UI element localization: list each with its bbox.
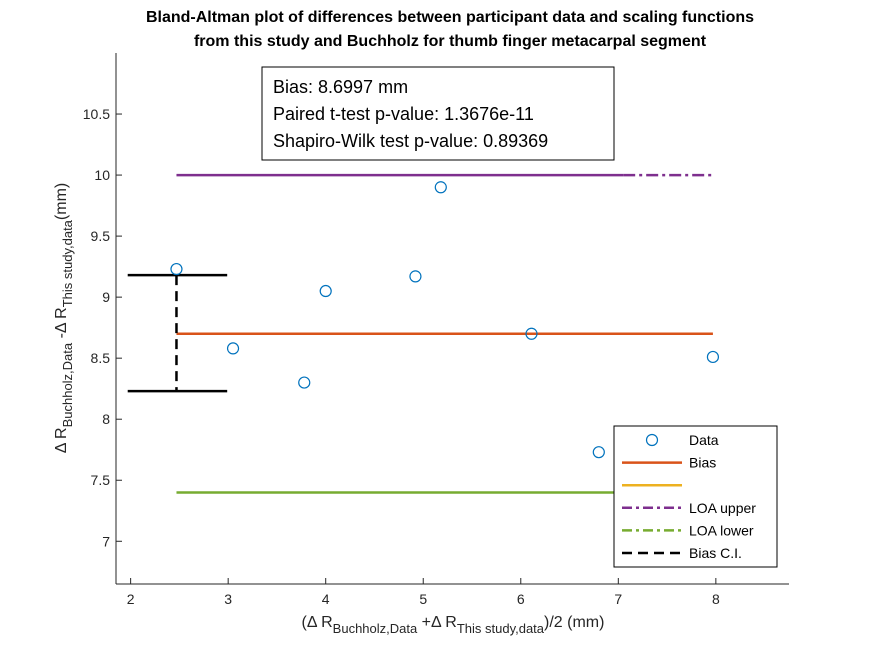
x-axis-label: (Δ RBuchholz,Data +Δ RThis study,data)/2… — [302, 614, 605, 636]
y-axis-label: Δ RBuchholz,Data -Δ RThis study,data(mm) — [53, 183, 75, 453]
annotation-bias: Bias: 8.6997 mm — [273, 77, 408, 97]
legend-label: Bias — [689, 455, 716, 471]
legend-label: LOA lower — [689, 522, 754, 538]
x-tick-label: 4 — [322, 591, 330, 607]
y-tick-label: 7 — [102, 533, 110, 549]
y-tick-label: 10 — [94, 167, 110, 183]
chart-title-line1: Bland-Altman plot of differences between… — [146, 9, 754, 26]
legend-frame — [613, 425, 778, 568]
annotation-box: Bias: 8.6997 mm Paired t-test p-value: 1… — [261, 66, 615, 161]
legend: Data Bias LOA upper LOA lower Bias C.I. — [613, 425, 778, 568]
legend-label: LOA upper — [689, 500, 756, 516]
annotation-frame — [261, 66, 615, 161]
data-point — [298, 376, 311, 389]
plot-axes: 2 3 4 5 6 7 8 7 7.5 8 8.5 9 9.5 10 10.5 — [83, 53, 789, 607]
legend-label: Data — [689, 432, 719, 448]
data-point — [226, 342, 240, 355]
data-point — [409, 270, 422, 283]
x-tick-label: 5 — [419, 591, 427, 607]
legend-label: Bias C.I. — [689, 545, 742, 561]
data-point — [525, 327, 538, 340]
chart-title-line2: from this study and Buchholz for thumb f… — [194, 33, 707, 50]
data-point — [706, 350, 720, 364]
y-tick-label: 7.5 — [91, 472, 111, 488]
x-tick-label: 7 — [614, 591, 622, 607]
data-point — [592, 446, 605, 459]
x-tick-label: 6 — [517, 591, 525, 607]
y-tick-label: 10.5 — [83, 106, 110, 122]
annotation-ttest: Paired t-test p-value: 1.3676e-11 — [273, 104, 534, 124]
data-point — [434, 181, 447, 194]
data-point — [319, 284, 332, 298]
x-tick-label: 3 — [224, 591, 232, 607]
annotation-shapiro: Shapiro-Wilk test p-value: 0.89369 — [273, 131, 548, 151]
y-tick-label: 8.5 — [91, 350, 111, 366]
x-tick-label: 2 — [127, 591, 135, 607]
y-tick-label: 8 — [102, 411, 110, 427]
y-tick-label: 9.5 — [91, 228, 111, 244]
x-tick-label: 8 — [712, 591, 720, 607]
y-tick-label: 9 — [102, 289, 110, 305]
data-point — [170, 262, 183, 276]
legend-marker-data — [645, 433, 659, 447]
